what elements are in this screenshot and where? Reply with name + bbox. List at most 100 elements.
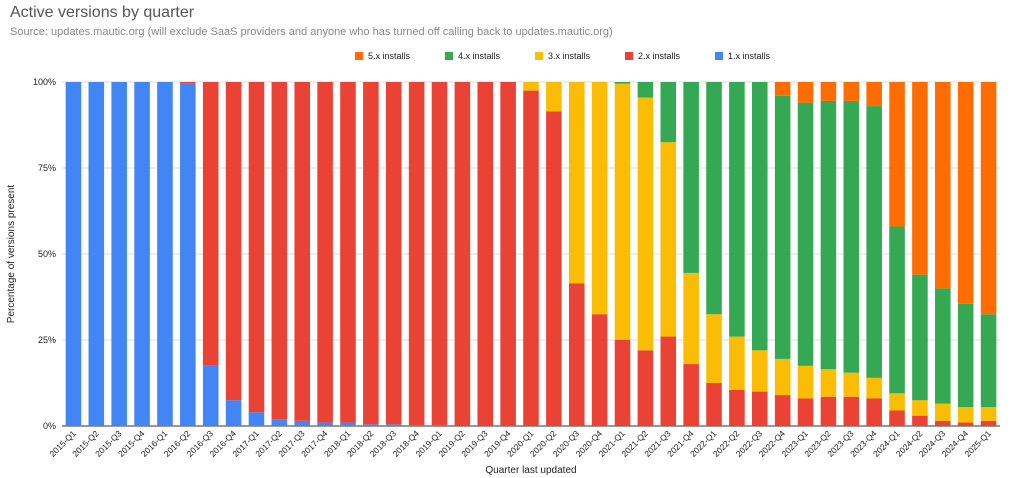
- bar-segment: [774, 95, 791, 359]
- bar-segment: [820, 369, 837, 397]
- bar-segment: [523, 90, 539, 426]
- bar-segment: [591, 82, 608, 315]
- bar-segment: [889, 226, 905, 394]
- bar-segment: [614, 82, 631, 84]
- bar-segment: [752, 350, 768, 392]
- bar-segment: [912, 274, 928, 401]
- legend-swatch: [445, 52, 453, 60]
- bar-segment: [820, 396, 837, 426]
- bar-segment: [797, 102, 814, 366]
- bar-segment: [225, 400, 242, 426]
- bar-segment: [957, 303, 974, 408]
- y-tick-label: 25%: [38, 335, 56, 345]
- bar-segment: [294, 82, 310, 421]
- y-tick-label: 100%: [33, 77, 56, 87]
- y-tick-label: 0%: [43, 421, 56, 431]
- bar-segment: [660, 82, 677, 143]
- bar-segment: [774, 358, 791, 396]
- bar-segment: [957, 82, 974, 304]
- bar-segment: [637, 82, 654, 98]
- bar-segment: [683, 272, 699, 365]
- bar-segment: [65, 82, 82, 426]
- bar-segment: [500, 82, 516, 426]
- bar-segment: [843, 372, 860, 397]
- bar-segment: [774, 395, 791, 426]
- bar-segment: [843, 396, 860, 426]
- bar-segment: [546, 111, 562, 427]
- bar-segment: [729, 82, 745, 337]
- bar-segment: [912, 415, 928, 426]
- legend-swatch: [715, 52, 723, 60]
- bar-segment: [614, 340, 631, 426]
- legend-label: 1.x installs: [728, 51, 771, 61]
- x-axis-title: Quarter last updated: [485, 465, 576, 476]
- bar-segment: [912, 400, 928, 416]
- bar-segment: [912, 82, 928, 275]
- bar-segment: [820, 82, 837, 101]
- bar-segment: [180, 83, 196, 426]
- bar-segment: [157, 82, 173, 426]
- bar-segment: [111, 82, 127, 426]
- bar-segment: [866, 398, 882, 426]
- y-axis-title: Percentage of versions present: [6, 185, 17, 324]
- legend-label: 4.x installs: [458, 51, 501, 61]
- bar-segment: [180, 82, 196, 84]
- bar-segment: [363, 82, 379, 425]
- bar-segment: [248, 412, 265, 426]
- legend-label: 5.x installs: [368, 51, 411, 61]
- bar-segment: [134, 82, 150, 426]
- bar-segment: [843, 100, 860, 373]
- bar-segment: [637, 350, 654, 426]
- bar-segment: [660, 336, 677, 426]
- legend-swatch: [625, 52, 633, 60]
- bar-segment: [660, 142, 677, 337]
- bar-segment: [706, 314, 722, 383]
- bar-segment: [568, 283, 585, 426]
- bar-segment: [889, 82, 905, 227]
- bar-segment: [546, 82, 562, 112]
- bar-segment: [980, 407, 997, 421]
- bar-segment: [980, 82, 997, 315]
- bar-segment: [317, 422, 333, 426]
- bar-segment: [797, 398, 814, 426]
- bar-segment: [271, 419, 288, 426]
- bar-segment: [363, 424, 379, 426]
- bar-segment: [568, 82, 585, 284]
- bar-segment: [866, 82, 882, 107]
- bar-segment: [88, 82, 105, 426]
- bar-segment: [889, 410, 905, 426]
- legend-label: 3.x installs: [548, 51, 591, 61]
- bar-segment: [866, 106, 882, 378]
- bar-segment: [683, 364, 699, 426]
- bar-segment: [408, 82, 425, 425]
- bar-segment: [340, 82, 356, 423]
- bar-segment: [729, 336, 745, 390]
- bar-segment: [980, 314, 997, 408]
- bar-segment: [202, 365, 219, 426]
- legend-swatch: [535, 52, 543, 60]
- legend-swatch: [355, 52, 363, 60]
- bar-segment: [957, 407, 974, 423]
- bar-segment: [202, 82, 219, 366]
- bar-segment: [614, 83, 631, 340]
- bar-segment: [294, 420, 310, 426]
- bar-segment: [431, 424, 448, 426]
- bar-segment: [729, 389, 745, 426]
- y-tick-label: 50%: [38, 249, 56, 259]
- bar-segment: [797, 365, 814, 399]
- y-tick-label: 75%: [38, 163, 56, 173]
- bar-segment: [591, 314, 608, 426]
- bar-segment: [454, 82, 471, 426]
- chart-subtitle: Source: updates.mautic.org (will exclude…: [10, 26, 613, 38]
- bar-segment: [820, 100, 837, 370]
- bar-segment: [477, 82, 494, 426]
- bar-segment: [248, 82, 265, 413]
- bar-segment: [340, 422, 356, 426]
- bar-segment: [408, 424, 425, 426]
- bar-segment: [385, 424, 402, 426]
- bar-segment: [385, 82, 402, 425]
- bar-segment: [957, 422, 974, 426]
- bar-segment: [843, 82, 860, 101]
- bar-segment: [935, 82, 951, 289]
